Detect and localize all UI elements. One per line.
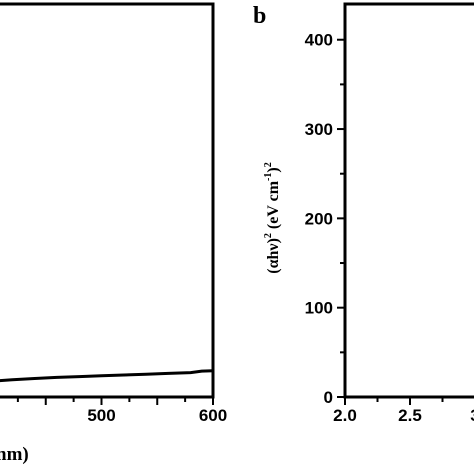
panel-b-y-label-sup3: 2 [263, 162, 274, 167]
panel-b-x-ticks: 2.0 2.5 3 [333, 397, 474, 425]
panel-b-x-tick-label: 2.5 [398, 406, 422, 425]
panel-b-y-label-sup1: 2 [263, 233, 274, 238]
panel-b-letter: b [253, 3, 266, 29]
panel-b-y-tick-label: 0 [324, 388, 333, 407]
panel-b-y-tick-label: 300 [305, 120, 333, 139]
panel-b-y-ticks: 0 100 200 300 400 [305, 31, 345, 407]
panel-b-y-axis-label: (αhν)2 (eV cm-1)2 [263, 162, 282, 273]
panel-b-x-tick-label: 3 [470, 406, 474, 425]
panel-b-y-label-mid: (eV cm [265, 180, 282, 233]
panel-a-plot-frame [0, 2, 215, 399]
panel-b-y-tick-label: 200 [305, 209, 333, 228]
panel-a: 500 600 nm) [0, 2, 227, 465]
panel-a-x-axis-label: nm) [0, 444, 29, 465]
panel-a-x-tick-label: 500 [87, 406, 115, 425]
panel-a-spectrum-line [0, 369, 214, 383]
panel-b-y-label-sup2: -1 [263, 173, 274, 181]
panel-b-y-label-end: ) [265, 167, 282, 172]
panel-b-y-tick-label: 100 [305, 299, 333, 318]
panel-b-y-tick-label: 400 [305, 31, 333, 50]
panel-a-x-ticks: 500 600 [16, 397, 227, 425]
panel-b-y-label-prefix: (αhν) [265, 238, 282, 274]
panel-b-x-tick-label: 2.0 [333, 406, 357, 425]
panel-a-x-tick-label: 600 [199, 406, 227, 425]
panel-b-plot-frame [343, 2, 474, 399]
